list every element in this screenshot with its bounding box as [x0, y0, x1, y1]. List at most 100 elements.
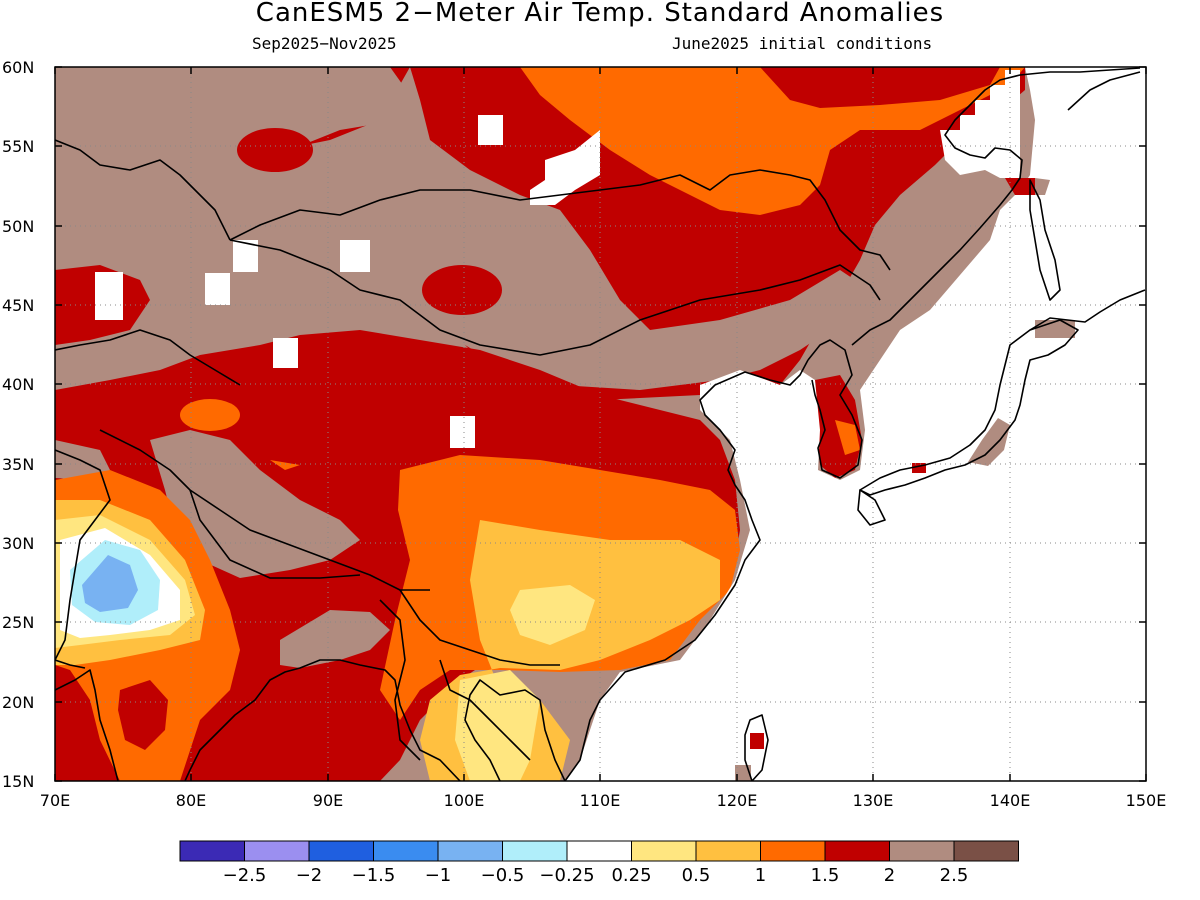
lon-label-120e: 120E [717, 791, 758, 810]
anomaly-region-brown-japan-top [968, 418, 1010, 466]
season-subtitle: Sep2025−Nov2025 [252, 34, 397, 53]
coastline-arabian-sea [55, 659, 86, 669]
border-myanmar [379, 599, 421, 761]
lake-mask-2 [340, 240, 370, 272]
coastline-india-west [55, 669, 119, 781]
ocean-mask-east [565, 67, 1146, 781]
lon-label-140e: 140E [990, 791, 1031, 810]
border-tibet-south [189, 489, 361, 579]
border-thailand [439, 659, 531, 761]
anomaly-region-brown-taiwan-top [735, 765, 751, 781]
colorbar-label: 0.25 [611, 865, 651, 886]
colorbar-swatch [760, 840, 826, 862]
lake-mask-4 [205, 273, 230, 305]
anomaly-region-yellow-indochina [455, 670, 540, 781]
colorbar-label: −0.5 [481, 865, 525, 886]
colorbar-swatch [566, 840, 632, 862]
colorbar-swatch [308, 840, 374, 862]
anomaly-region-brown-myanmar [280, 610, 390, 668]
anomaly-region-red-japan-top [912, 463, 926, 473]
lat-label-30n: 30N [2, 534, 34, 553]
colorbar-label: −2 [296, 865, 323, 886]
anomaly-region-red-ne-core [760, 67, 1000, 108]
colorbar-swatch [373, 840, 439, 862]
anomaly-region-red-sakhalin [1005, 178, 1035, 195]
coastline-sakhalin [1029, 179, 1061, 301]
lake-mask-6 [450, 416, 475, 448]
anomaly-region-yellow-south-china [510, 585, 595, 645]
lon-label-110e: 110E [580, 791, 621, 810]
colorbar-swatch [631, 840, 697, 862]
coastline-china [564, 359, 809, 781]
border-russia-kazakhstan [55, 139, 231, 241]
lake-mask-1 [478, 115, 503, 145]
lon-label-150e: 150E [1126, 791, 1167, 810]
lat-label-25n: 25N [2, 613, 34, 632]
anomaly-region-brown-33n [200, 460, 250, 500]
anomaly-region-orange-tibet [180, 399, 240, 431]
colorbar: −2.5 −2 −1.5 −1 −0.5 −0.25 0.25 0.5 1 1.5 2 2.5 [179, 840, 1019, 886]
colorbar-label: 2 [884, 865, 895, 886]
anomaly-region-brown-gap [55, 440, 110, 480]
coastline-kamchatka [1067, 71, 1141, 111]
lon-label-130e: 130E [853, 791, 894, 810]
colorbar-swatch [244, 840, 310, 862]
colorbar-label: −2.5 [223, 865, 267, 886]
anomaly-region-orange-korea [835, 420, 860, 455]
longitude-labels: 70E 80E 90E 100E 110E 120E 130E 140E 150… [40, 791, 1167, 810]
colorbar-swatch [889, 840, 955, 862]
border-china-southeast-asia [399, 589, 560, 666]
lat-label-45n: 45N [2, 296, 34, 315]
border-mongolia-china [229, 239, 881, 356]
lat-label-55n: 55N [2, 137, 34, 156]
lat-label-20n: 20N [2, 693, 34, 712]
tick-marks [54, 66, 1147, 782]
lat-label-60n: 60N [2, 58, 34, 77]
anomaly-region-orange-tibet-2 [270, 460, 300, 470]
lon-label-80e: 80E [176, 791, 206, 810]
lon-label-90e: 90E [313, 791, 343, 810]
lat-label-40n: 40N [2, 375, 34, 394]
lon-label-100e: 100E [444, 791, 485, 810]
anomaly-region-red-india [118, 680, 168, 750]
anomaly-field [55, 67, 1146, 781]
anomaly-region-brown-mongolia [220, 67, 870, 390]
colorbar-label: 1.5 [811, 865, 840, 886]
coastline-indochina [464, 679, 566, 781]
border-west-india [55, 449, 111, 661]
anomaly-region-red-taiwan-top [750, 733, 764, 749]
lake-mask-baikal [530, 130, 600, 205]
anomaly-region-orange-north [520, 67, 1025, 215]
coastline-japan [859, 319, 1079, 496]
coastline-korea [807, 339, 863, 479]
anomaly-region-brown-tibet [150, 430, 360, 578]
anomaly-region-brown-sakhalin [1035, 178, 1050, 195]
border-himalaya [99, 429, 430, 591]
colorbar-swatch [179, 840, 245, 862]
lake-mask-5 [273, 338, 298, 368]
anomaly-region-red-small [422, 265, 502, 315]
coastline-hokkaido [1029, 289, 1146, 331]
initial-conditions-subtitle: June2025 initial conditions [672, 34, 933, 53]
anomaly-region-red-55n [237, 128, 313, 172]
lat-label-50n: 50N [2, 217, 34, 236]
lake-mask-balkhash [95, 272, 123, 320]
lon-label-70e: 70E [40, 791, 70, 810]
colorbar-swatch [437, 840, 503, 862]
colorbar-label: −1 [425, 865, 452, 886]
border-russia-mongolia [229, 169, 891, 271]
colorbar-label: −0.25 [539, 865, 594, 886]
latitude-labels: 60N 55N 50N 45N 40N 35N 30N 25N 20N 15N [2, 58, 34, 791]
anomaly-region-brown-sw-mongolia [55, 67, 240, 280]
map-title: CanESM5 2−Meter Air Temp. Standard Anoma… [255, 0, 945, 28]
colorbar-swatch [953, 840, 1019, 862]
colorbar-label: 2.5 [940, 865, 969, 886]
coastline-russia-east [851, 67, 1141, 346]
colorbar-label: 1 [755, 865, 766, 886]
lat-label-15n: 15N [2, 772, 34, 791]
border-central-asia [55, 329, 241, 386]
coastline-kyushu [857, 489, 886, 526]
colorbar-swatch [695, 840, 761, 862]
colorbar-swatch [502, 840, 568, 862]
